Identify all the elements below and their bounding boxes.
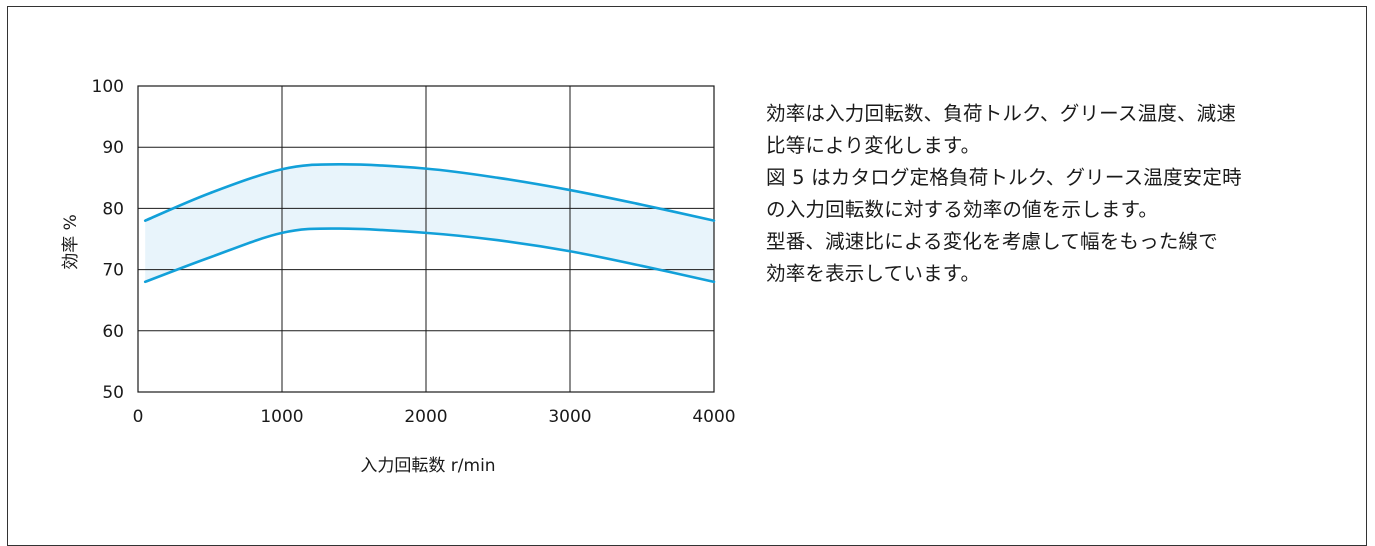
description-line: の入力回転数に対する効率の値を示します。: [766, 198, 1159, 221]
upper-efficiency-line: [143, 163, 716, 222]
y-tick-label: 80: [102, 199, 124, 219]
x-tick-label: 0: [133, 407, 144, 427]
description-text: 効率は入力回転数、負荷トルク、グリース温度、減速 比等により変化します。 図 5…: [766, 98, 1346, 290]
description-line: 比等により変化します。: [766, 134, 981, 157]
series-lines: [143, 163, 716, 284]
x-axis-label: 入力回転数 r/min: [360, 456, 495, 476]
lower-efficiency-line: [143, 227, 716, 284]
y-tick-label: 70: [102, 261, 124, 281]
description-line: 効率を表示しています。: [766, 262, 981, 285]
x-tick-labels: 0 1000 2000 3000 4000: [133, 407, 736, 427]
y-tick-label: 100: [92, 77, 124, 97]
x-tick-label: 4000: [692, 407, 735, 427]
x-tick-label: 2000: [404, 407, 447, 427]
y-tick-labels: 50 60 70 80 90 100: [92, 77, 124, 403]
x-tick-label: 1000: [260, 407, 303, 427]
plot-border: [137, 85, 715, 393]
description-line: 図 5 はカタログ定格負荷トルク、グリース温度安定時: [766, 166, 1242, 189]
x-tick-label: 3000: [548, 407, 591, 427]
efficiency-chart: 0 1000 2000 3000 4000 50 60 70 80 90 100 入力回転数 r/…: [61, 77, 736, 476]
efficiency-band: [145, 164, 714, 282]
y-tick-label: 60: [102, 322, 124, 342]
y-tick-label: 50: [102, 383, 124, 403]
grid-lines: [138, 86, 714, 392]
description-line: 型番、減速比による変化を考慮して幅をもった線で: [766, 230, 1218, 253]
description-line: 効率は入力回転数、負荷トルク、グリース温度、減速: [766, 102, 1237, 125]
y-axis-label: 効率 %: [61, 214, 81, 270]
y-tick-label: 90: [102, 138, 124, 158]
